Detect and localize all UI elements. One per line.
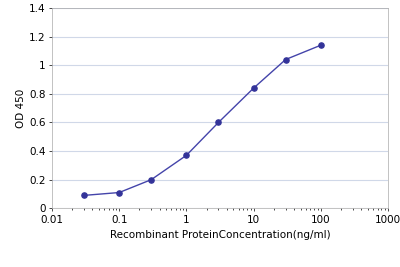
Point [318,43,324,47]
Point [148,178,154,182]
X-axis label: Recombinant ProteinConcentration(ng/ml): Recombinant ProteinConcentration(ng/ml) [110,230,330,240]
Point [282,57,289,62]
Point [183,153,190,158]
Point [250,86,257,90]
Point [215,120,222,125]
Point [81,193,87,198]
Y-axis label: OD 450: OD 450 [16,88,26,128]
Point [116,190,122,195]
